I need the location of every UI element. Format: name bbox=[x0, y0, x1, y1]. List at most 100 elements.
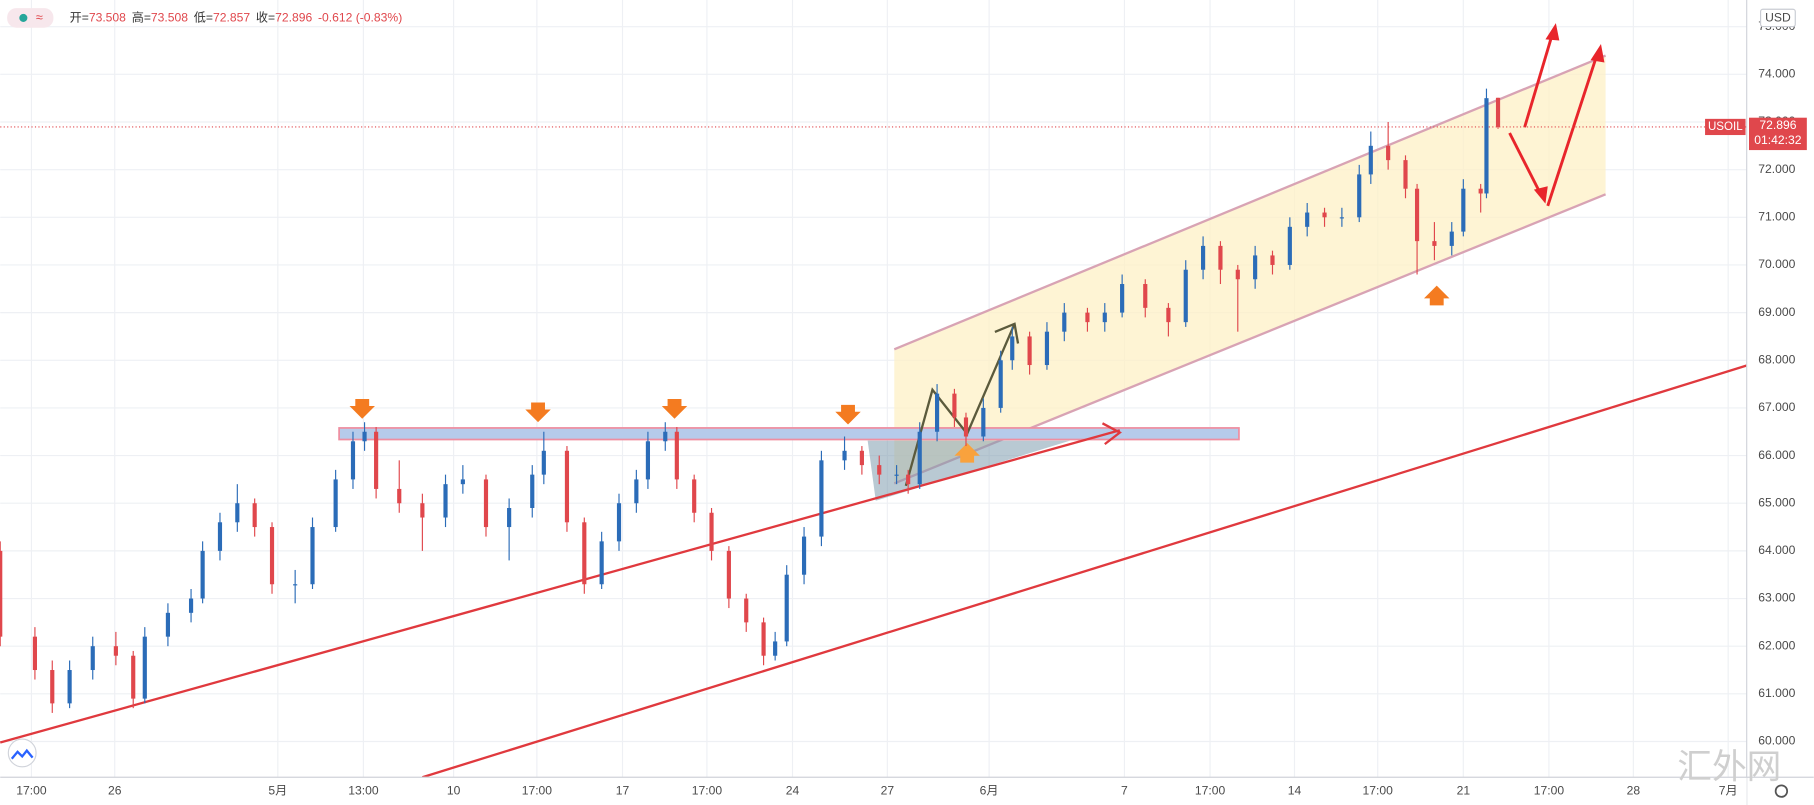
candle-body bbox=[293, 584, 298, 586]
candle-body bbox=[564, 450, 570, 523]
candle-body bbox=[1183, 269, 1188, 323]
candle-body bbox=[842, 450, 847, 461]
y-tick-label: 74.000 bbox=[1758, 67, 1795, 81]
arrow bbox=[1508, 132, 1544, 198]
down-arrow bbox=[349, 399, 375, 419]
candle-body bbox=[1403, 160, 1408, 189]
x-tick-label: 17:00 bbox=[692, 783, 723, 797]
y-tick-label: 71.000 bbox=[1758, 210, 1795, 224]
arrow-head bbox=[1101, 422, 1122, 446]
status-dot bbox=[19, 13, 28, 22]
candle-body bbox=[1287, 226, 1292, 265]
candle-body bbox=[310, 527, 315, 585]
candle-body bbox=[1484, 98, 1489, 194]
candle-body bbox=[1449, 231, 1454, 246]
candle-body bbox=[761, 622, 766, 656]
currency: USD bbox=[1765, 11, 1791, 25]
candle-body bbox=[397, 488, 402, 504]
candle-body bbox=[32, 636, 37, 671]
down-arrow bbox=[661, 399, 688, 419]
price-label-box bbox=[1749, 117, 1807, 151]
candle-body bbox=[1102, 312, 1107, 323]
candle-body bbox=[1085, 312, 1090, 323]
candle-body bbox=[0, 550, 3, 637]
markers bbox=[349, 285, 1450, 463]
price-label: 72.896 bbox=[1759, 118, 1796, 132]
y-tick-label: 62.000 bbox=[1758, 638, 1795, 652]
candle-body bbox=[90, 646, 95, 671]
trend-line bbox=[422, 364, 1748, 779]
candle-body bbox=[917, 431, 922, 485]
candle-body bbox=[1201, 245, 1206, 270]
symbol-box bbox=[1705, 118, 1746, 136]
candle-body bbox=[952, 393, 957, 418]
candle-body bbox=[709, 512, 714, 551]
candle-body bbox=[1235, 269, 1240, 280]
y-tick-label: 67.000 bbox=[1758, 400, 1795, 414]
x-tick-label: 13:00 bbox=[348, 783, 379, 797]
settings[interactable] bbox=[1774, 784, 1789, 798]
candle-body bbox=[773, 641, 778, 656]
ohlc-legend: 开=73.508 高=73.508 低=72.857 收=72.896 -0.612 (… bbox=[70, 10, 403, 25]
candle-body bbox=[188, 598, 194, 613]
x-tick-label: 5月 bbox=[268, 783, 287, 797]
candle-body bbox=[859, 450, 864, 466]
logo[interactable] bbox=[7, 738, 37, 768]
x-tick-label: 17:00 bbox=[16, 783, 47, 797]
x-tick-label: 24 bbox=[786, 783, 800, 797]
y-tick-label: 64.000 bbox=[1758, 543, 1795, 557]
arrow bbox=[1523, 29, 1555, 128]
y-tick-label: 61.000 bbox=[1758, 686, 1795, 700]
x-tick-label: 6月 bbox=[980, 783, 999, 797]
candle-body bbox=[1166, 307, 1171, 323]
candle-body bbox=[67, 670, 72, 704]
y-tick-label: 72.000 bbox=[1758, 162, 1795, 176]
candle-body bbox=[663, 431, 668, 442]
currency-box bbox=[1759, 8, 1796, 28]
candle-body bbox=[1062, 312, 1067, 332]
y-tick-label: 65.000 bbox=[1758, 495, 1795, 509]
up-arrow bbox=[1424, 285, 1450, 306]
y-tick-label: 68.000 bbox=[1758, 352, 1795, 366]
legend-value: 72.857 bbox=[213, 11, 250, 25]
status-icon: ≈ bbox=[36, 9, 43, 24]
candle-body bbox=[1339, 217, 1344, 219]
candle-body bbox=[784, 574, 789, 642]
x-tick-label: 21 bbox=[1457, 783, 1471, 797]
candle-body bbox=[1357, 174, 1362, 218]
x-tick-label: 17:00 bbox=[1195, 783, 1226, 797]
resistance-zone bbox=[338, 427, 1240, 441]
candle-body bbox=[374, 431, 379, 489]
candle-body bbox=[599, 541, 604, 585]
candle-body bbox=[1386, 145, 1391, 161]
candle-body bbox=[1253, 255, 1258, 280]
candle-body bbox=[235, 503, 240, 523]
x-tick-label: 26 bbox=[108, 783, 122, 797]
up-arrow bbox=[954, 442, 980, 463]
candle-body bbox=[1270, 255, 1275, 265]
candle-body bbox=[877, 465, 882, 475]
candle-body bbox=[1010, 336, 1015, 361]
x-tick-label: 17:00 bbox=[1363, 783, 1394, 797]
candle-body bbox=[50, 670, 55, 704]
arrow-head bbox=[994, 322, 1020, 344]
arrow bbox=[1546, 52, 1599, 207]
x-tick-label: 7月 bbox=[1719, 783, 1738, 797]
candle-body bbox=[113, 646, 118, 656]
candle-body bbox=[217, 522, 223, 551]
y-tick-label: 66.000 bbox=[1758, 448, 1795, 462]
x-tick-label: 17:00 bbox=[1534, 783, 1565, 797]
arrow-head bbox=[1533, 186, 1548, 204]
legend-label: 高= bbox=[132, 10, 151, 25]
candle-body bbox=[350, 441, 356, 480]
candle-body bbox=[530, 474, 535, 508]
candle-body bbox=[582, 522, 587, 585]
candle-body bbox=[460, 479, 465, 485]
x-tick-label: 14 bbox=[1288, 783, 1302, 797]
candle-body bbox=[634, 479, 639, 504]
candle-body bbox=[616, 503, 622, 542]
candle-body bbox=[541, 450, 546, 475]
candle-body bbox=[1322, 212, 1327, 218]
candle-body bbox=[906, 474, 911, 485]
